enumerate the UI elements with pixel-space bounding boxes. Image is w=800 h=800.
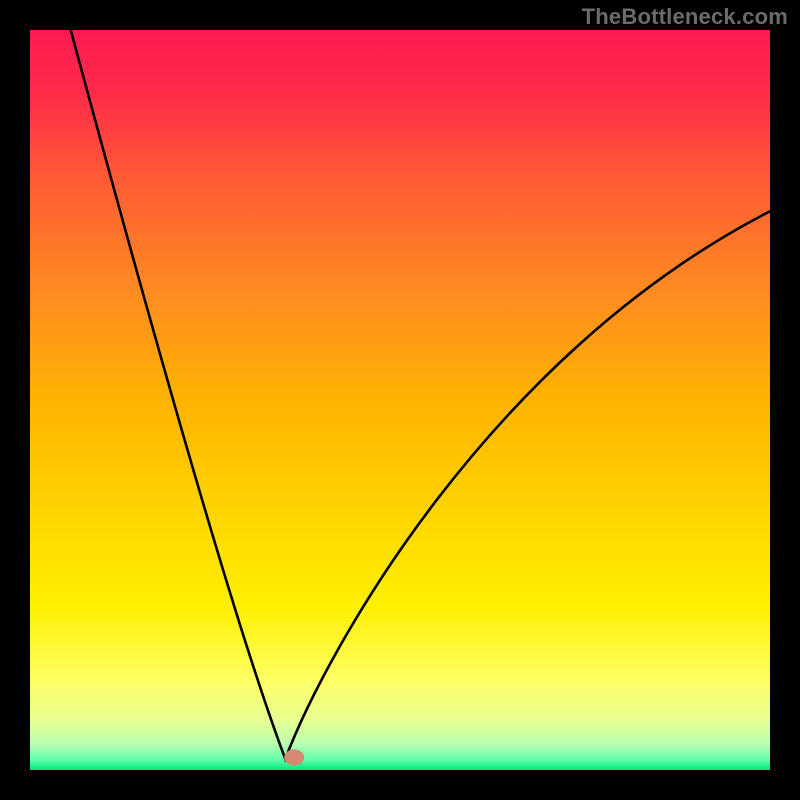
watermark-text: TheBottleneck.com (582, 4, 788, 30)
chart-container: TheBottleneck.com (0, 0, 800, 800)
background-gradient (30, 30, 770, 770)
plot-area (30, 30, 770, 770)
